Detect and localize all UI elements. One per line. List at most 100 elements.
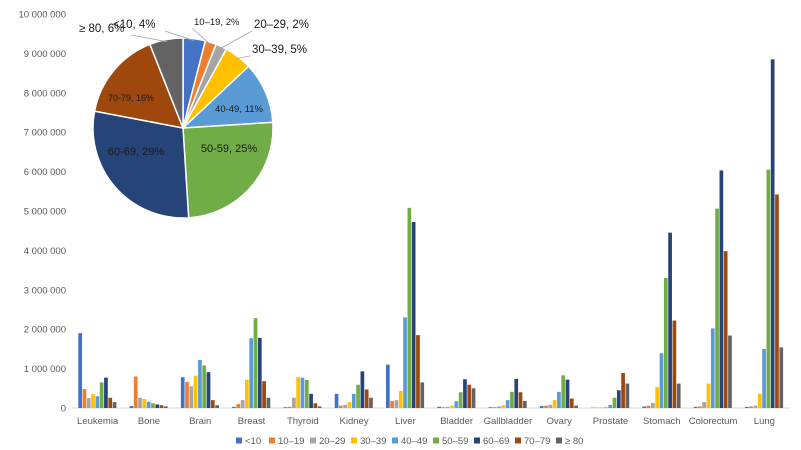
legend-item: <10 xyxy=(236,436,261,447)
bar-brain-40-49 xyxy=(198,359,202,408)
bar-ovary-lt10 xyxy=(539,406,544,408)
bar-gallbladder-30-39 xyxy=(501,405,506,408)
legend-swatch xyxy=(351,437,357,444)
bar-bladder-ge-80 xyxy=(471,388,476,408)
bar-gallbladder-60-69 xyxy=(514,378,519,408)
bar-series-group xyxy=(78,59,784,409)
bar-series-20-29 xyxy=(86,386,758,408)
bar-ovary-70-79 xyxy=(569,398,574,408)
pie-label: 60-69, 29% xyxy=(108,146,164,158)
legend-swatch xyxy=(474,437,480,444)
legend-item: 10–19 xyxy=(269,436,304,447)
pie-slice-60-69-29 xyxy=(92,110,190,219)
bar-bone-20-29 xyxy=(138,397,142,408)
bar-lung-60-69 xyxy=(770,59,775,409)
bar-thyroid-40-49 xyxy=(300,377,305,408)
bar-liver-60-69 xyxy=(411,222,416,408)
bar-series-50-59 xyxy=(99,169,771,408)
bar-series-10-19 xyxy=(82,376,754,408)
bar-ovary-60-69 xyxy=(565,379,570,408)
bar-bone-50-59 xyxy=(151,403,155,408)
bar-leukemia-50-59 xyxy=(99,382,104,408)
pie-slice-50-59-25 xyxy=(182,121,274,219)
pie-label: 50-59, 25% xyxy=(201,143,257,155)
legend-swatch xyxy=(236,437,242,444)
y-tick-label: 10 000 000 xyxy=(18,10,66,21)
bar-stomach-ge-80 xyxy=(676,383,681,408)
bar-gallbladder-ge-80 xyxy=(522,400,527,408)
bar-ovary-ge-80 xyxy=(574,405,578,408)
bar-leukemia-40-49 xyxy=(95,396,100,408)
bar-lung-70-79 xyxy=(775,194,779,408)
bar-series-60-69 xyxy=(104,59,775,409)
x-tick-label: Brain xyxy=(189,416,211,427)
bar-brain-30-39 xyxy=(193,375,198,408)
bar-bone-70-79 xyxy=(159,405,164,408)
bar-series-ge-80 xyxy=(112,335,784,408)
legend-label: 40–49 xyxy=(401,436,427,447)
y-tick-label: 5 000 000 xyxy=(24,207,66,218)
bar-breast-60-69 xyxy=(257,337,262,408)
bar-lung-30-39 xyxy=(757,393,762,408)
bar-stomach-20-29 xyxy=(651,402,655,408)
bar-colorectum-70-79 xyxy=(723,251,728,408)
bar-lung-50-59 xyxy=(766,169,771,408)
x-tick-label: Leukemia xyxy=(77,416,119,427)
bar-prostate-50-59 xyxy=(612,397,617,408)
y-tick-label: 1 000 000 xyxy=(24,364,66,375)
bar-gallbladder-20-29 xyxy=(497,406,501,408)
y-tick-label: 7 000 000 xyxy=(24,128,66,139)
bar-colorectum-ge-80 xyxy=(728,335,732,408)
pie-label: 40-49, 11% xyxy=(215,104,263,115)
x-tick-label: Breast xyxy=(238,416,266,427)
x-axis-tick-labels: Leukemia Bone Brain Breast Thyroid Kidney Live… xyxy=(77,416,775,427)
legend-item: 30–39 xyxy=(351,436,386,447)
x-tick-label: Thyroid xyxy=(287,416,319,427)
bar-colorectum-60-69 xyxy=(719,170,724,408)
bar-series-30-39 xyxy=(91,375,762,408)
legend-swatch xyxy=(310,437,316,444)
bar-stomach-30-39 xyxy=(655,387,660,408)
pie-leader-line xyxy=(191,27,211,45)
legend-label: 30–39 xyxy=(360,436,386,447)
legend-item: 20–29 xyxy=(310,436,345,447)
bar-prostate-30-39 xyxy=(604,406,608,408)
x-tick-label: Lung xyxy=(754,416,775,427)
bar-kidney-70-79 xyxy=(364,389,369,408)
pie-label: 30–39, 5% xyxy=(252,44,307,56)
bar-lung-10-19 xyxy=(749,406,754,408)
bar-bladder-60-69 xyxy=(463,379,467,408)
pie-slice-70-79-16 xyxy=(93,43,185,129)
x-tick-label: Colorectum xyxy=(689,416,738,427)
y-axis: 0 1 000 000 2 000 000 3 000 000 4 000 000 5 0… xyxy=(18,10,66,415)
bar-ovary-20-29 xyxy=(548,404,553,408)
pie-label: 10–19, 2% xyxy=(194,17,240,28)
bar-thyroid-30-39 xyxy=(296,377,301,408)
legend-item: 70–79 xyxy=(515,436,550,447)
bar-leukemia-ge-80 xyxy=(112,402,117,408)
x-tick-label: Kidney xyxy=(340,416,369,427)
bar-brain-50-59 xyxy=(202,365,207,408)
bar-thyroid-50-59 xyxy=(304,380,309,408)
bar-breast-ge-80 xyxy=(266,397,271,408)
bar-leukemia-lt10 xyxy=(78,333,82,408)
pie-label: 20–29, 2% xyxy=(254,19,309,31)
bar-prostate-40-49 xyxy=(608,404,613,408)
legend-item: 50–59 xyxy=(433,436,468,447)
bar-brain-10-19 xyxy=(185,382,189,408)
bar-gallbladder-10-19 xyxy=(492,407,497,408)
legend-label: 70–79 xyxy=(524,436,550,447)
bar-stomach-40-49 xyxy=(659,353,664,408)
bar-thyroid-70-79 xyxy=(313,403,318,408)
bar-bone-60-69 xyxy=(155,404,160,408)
bar-brain-ge-80 xyxy=(215,405,219,408)
bar-liver-10-19 xyxy=(390,400,395,408)
bar-chart: 0 1 000 000 2 000 000 3 000 000 4 000 000 5 0… xyxy=(18,10,790,447)
legend-label: 20–29 xyxy=(319,436,345,447)
bar-kidney-60-69 xyxy=(360,371,365,408)
bar-kidney-20-29 xyxy=(343,404,348,408)
bar-lung-40-49 xyxy=(762,348,766,408)
bar-liver-50-59 xyxy=(407,207,412,408)
